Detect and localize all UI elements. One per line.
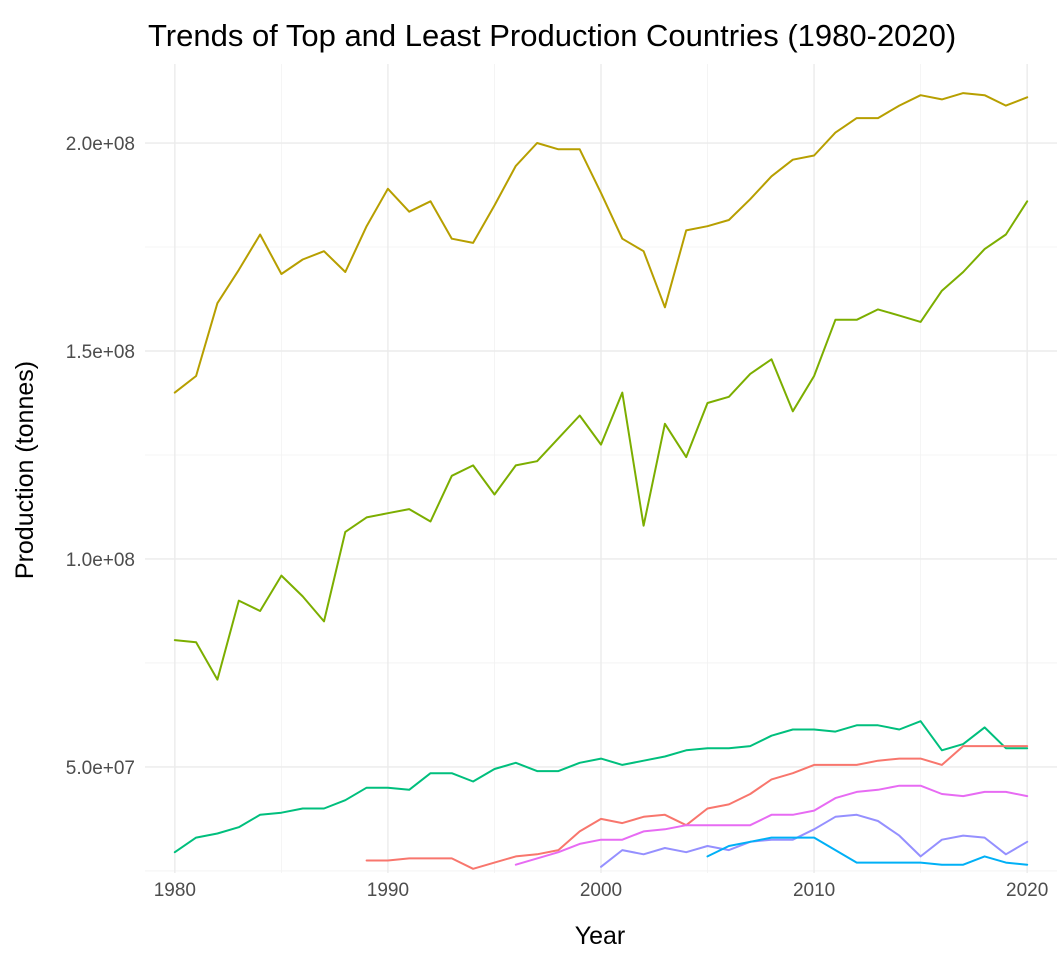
y-tick-label: 1.5e+08 — [66, 342, 135, 363]
y-tick-label: 1.0e+08 — [66, 550, 135, 571]
series-line-6 — [600, 813, 1029, 868]
x-axis-title: Year — [575, 922, 626, 950]
y-axis-ticks: 5.0e+07 1.0e+08 1.5e+08 2.0e+08 — [66, 134, 135, 779]
chart-title: Trends of Top and Least Production Count… — [148, 18, 956, 53]
x-tick-label: 2020 — [1006, 880, 1048, 901]
y-tick-label: 5.0e+07 — [66, 758, 135, 779]
series-line-1 — [173, 92, 1029, 394]
series-line-5 — [514, 784, 1029, 866]
x-axis-ticks: 1980 1990 2000 2010 2020 — [154, 880, 1049, 901]
x-tick-label: 2000 — [580, 880, 622, 901]
series-line-3 — [173, 720, 1029, 854]
grid — [145, 64, 1057, 873]
series-lines — [173, 92, 1029, 870]
series-line-4 — [365, 745, 1029, 870]
y-tick-label: 2.0e+08 — [66, 134, 135, 155]
series-line-7 — [706, 836, 1029, 866]
x-tick-label: 2010 — [793, 880, 835, 901]
x-tick-label: 1980 — [154, 880, 196, 901]
series-line-2 — [173, 200, 1029, 681]
x-tick-label: 1990 — [367, 880, 409, 901]
y-axis-title: Production (tonnes) — [11, 361, 39, 579]
